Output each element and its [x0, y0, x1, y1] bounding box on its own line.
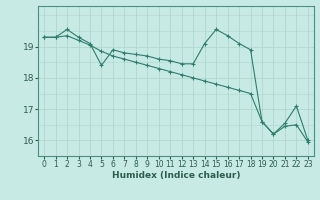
X-axis label: Humidex (Indice chaleur): Humidex (Indice chaleur) — [112, 171, 240, 180]
